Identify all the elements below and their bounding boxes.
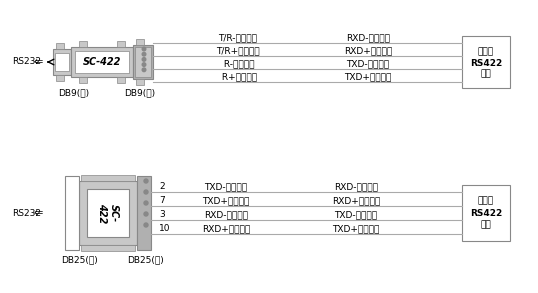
Text: T/R+［发送］: T/R+［发送］ bbox=[216, 46, 260, 55]
Bar bbox=[55, 53, 69, 71]
Text: T/R-［发送］: T/R-［发送］ bbox=[218, 33, 258, 42]
Text: RXD+［接收］: RXD+［接收］ bbox=[344, 46, 392, 55]
Circle shape bbox=[144, 179, 148, 183]
Text: RS422: RS422 bbox=[470, 59, 502, 67]
Bar bbox=[75, 51, 129, 73]
Text: 3: 3 bbox=[159, 210, 165, 219]
Text: TXD+［发送］: TXD+［发送］ bbox=[202, 196, 250, 205]
Circle shape bbox=[144, 190, 148, 194]
Text: ⇐: ⇐ bbox=[33, 57, 43, 67]
Text: TXD+［发送］: TXD+［发送］ bbox=[332, 224, 380, 233]
Text: 2: 2 bbox=[159, 182, 165, 191]
Text: TXD-［发送］: TXD-［发送］ bbox=[204, 182, 247, 191]
Bar bbox=[117, 41, 125, 47]
Bar bbox=[136, 79, 144, 85]
Bar bbox=[65, 176, 79, 250]
Text: 设备的: 设备的 bbox=[478, 47, 494, 57]
Bar bbox=[53, 49, 71, 75]
Text: RXD-［接收］: RXD-［接收］ bbox=[204, 210, 248, 219]
Bar bbox=[56, 75, 64, 81]
Bar bbox=[79, 41, 87, 47]
Text: TXD-［发送］: TXD-［发送］ bbox=[346, 59, 390, 68]
Bar bbox=[462, 185, 510, 241]
Bar bbox=[79, 77, 87, 83]
Bar bbox=[81, 175, 135, 181]
Bar bbox=[117, 77, 125, 83]
Text: TXD+［发送］: TXD+［发送］ bbox=[344, 72, 392, 81]
Circle shape bbox=[144, 201, 148, 205]
Bar bbox=[462, 36, 510, 88]
Text: 设备的: 设备的 bbox=[478, 197, 494, 205]
Text: RXD-［接收］: RXD-［接收］ bbox=[346, 33, 390, 42]
Bar bbox=[79, 181, 137, 245]
Circle shape bbox=[142, 63, 146, 67]
Text: RXD+［接收］: RXD+［接收］ bbox=[202, 224, 250, 233]
Bar bbox=[137, 176, 151, 250]
Text: RXD+［接收］: RXD+［接收］ bbox=[332, 196, 380, 205]
Text: TXD-［发送］: TXD-［发送］ bbox=[335, 210, 378, 219]
Bar bbox=[133, 45, 153, 79]
Bar bbox=[81, 245, 135, 251]
Text: DB9(孔): DB9(孔) bbox=[59, 88, 89, 97]
Text: SC-
422: SC- 422 bbox=[97, 203, 119, 223]
Circle shape bbox=[142, 52, 146, 56]
Text: DB25(孔): DB25(孔) bbox=[61, 255, 97, 264]
Text: 10: 10 bbox=[159, 224, 171, 233]
Text: DB25(针): DB25(针) bbox=[126, 255, 164, 264]
Text: R+［接收］: R+［接收］ bbox=[219, 72, 257, 81]
Text: RS232: RS232 bbox=[12, 209, 41, 217]
Circle shape bbox=[142, 68, 146, 71]
Circle shape bbox=[144, 212, 148, 216]
Bar bbox=[87, 189, 129, 237]
Text: RS232: RS232 bbox=[12, 57, 41, 67]
Text: 接口: 接口 bbox=[480, 69, 491, 79]
Bar bbox=[71, 47, 133, 77]
Circle shape bbox=[142, 58, 146, 61]
Text: SC-422: SC-422 bbox=[83, 57, 121, 67]
Circle shape bbox=[144, 223, 148, 227]
Text: RS422: RS422 bbox=[470, 209, 502, 217]
Circle shape bbox=[142, 47, 146, 51]
Text: DB9(针): DB9(针) bbox=[124, 88, 155, 97]
Text: 接口: 接口 bbox=[480, 221, 491, 229]
Text: RXD-［接收］: RXD-［接收］ bbox=[334, 182, 378, 191]
Text: R-［接收］: R-［接收］ bbox=[221, 59, 255, 68]
Bar bbox=[136, 39, 144, 45]
Bar bbox=[56, 43, 64, 49]
Text: ⇐: ⇐ bbox=[33, 208, 43, 218]
Bar bbox=[135, 47, 151, 77]
Text: 7: 7 bbox=[159, 196, 165, 205]
